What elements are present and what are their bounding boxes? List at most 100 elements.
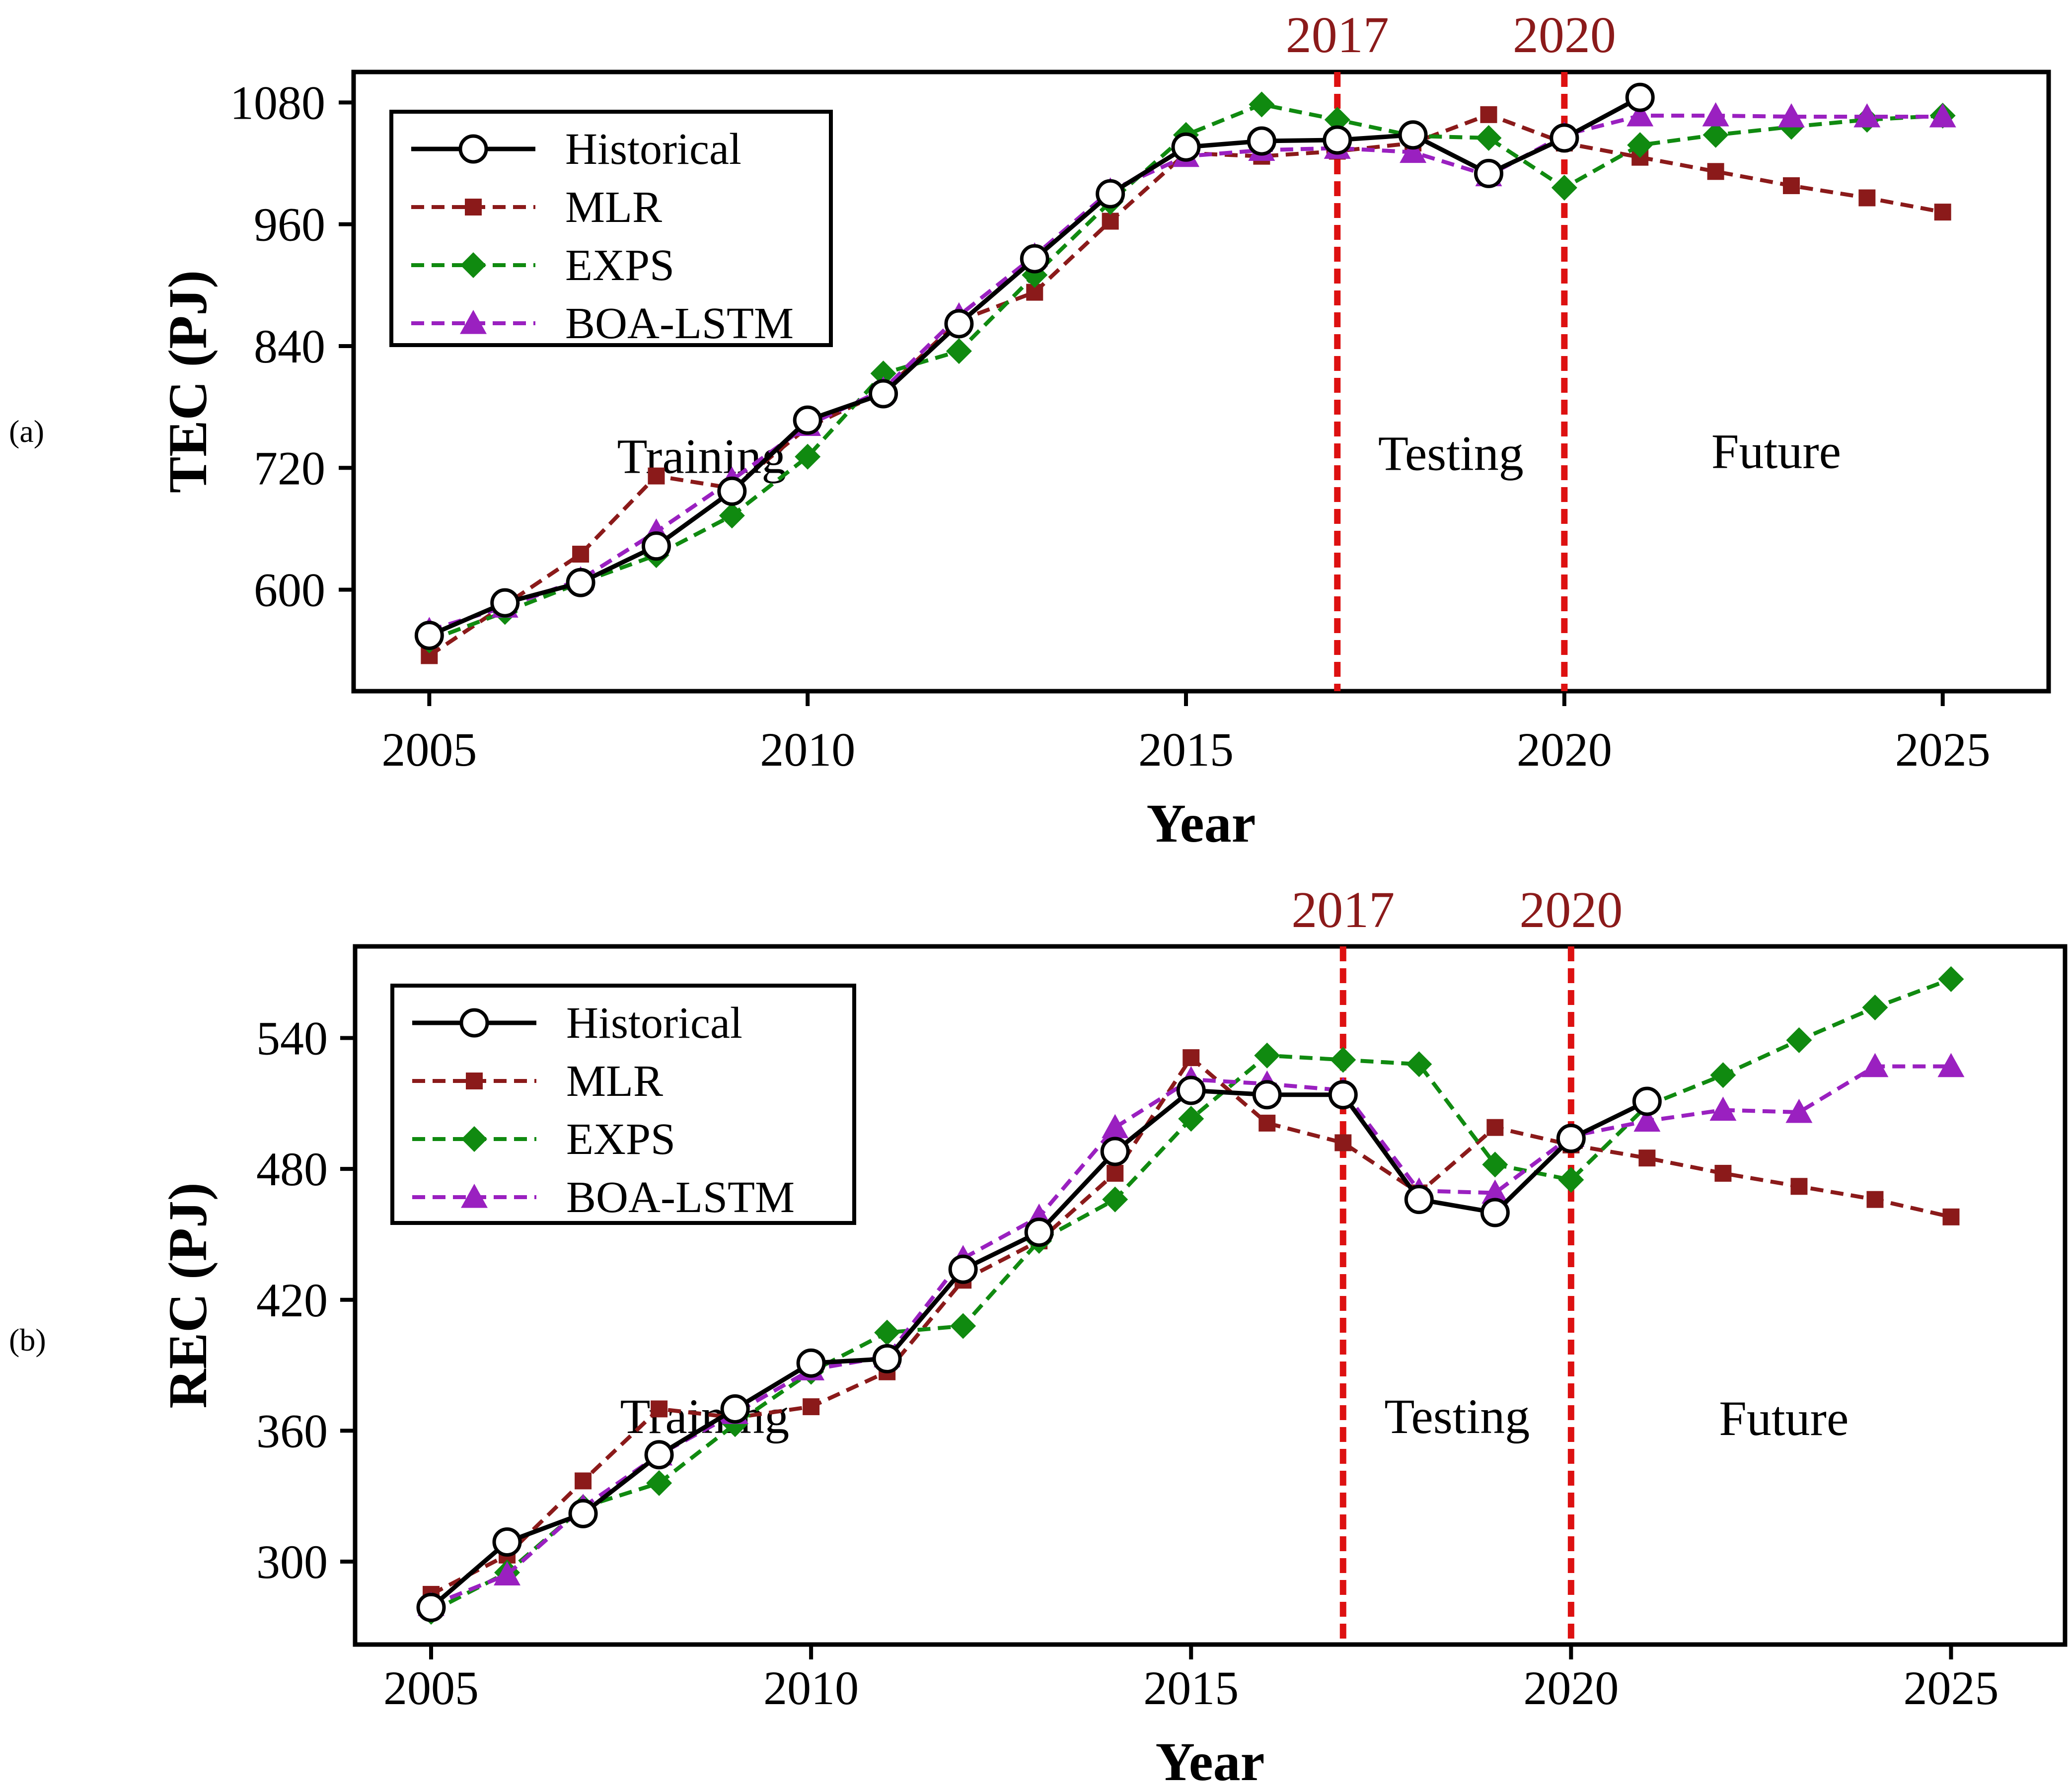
data-point [1710,1062,1736,1088]
data-point [1176,1075,1206,1105]
data-point [1929,103,1956,128]
data-point [1481,1179,1509,1204]
data-point [1258,1114,1276,1132]
data-point [1707,163,1724,180]
data-point [1328,1080,1358,1110]
x-tick-label: 2015 [1143,1661,1239,1715]
data-point [869,379,898,409]
data-point [1550,123,1579,153]
data-point [795,443,821,470]
series-historical [414,82,1655,650]
data-point [1858,189,1876,207]
data-point [1934,204,1951,221]
data-point [1252,1080,1282,1110]
data-point [646,1470,672,1496]
data-point [1398,120,1428,150]
data-point [1406,1051,1432,1077]
data-point [648,467,665,485]
data-point [492,1527,522,1557]
panel-label: (b) [9,1322,46,1358]
x-tick-label: 2005 [381,723,477,776]
data-point [1632,1086,1662,1116]
data-point [1702,122,1729,148]
x-axis-title: Year [1156,1731,1265,1792]
panel-a: 2005 2010 2015 2020 2025 600 720 840 960 1080 Year… [9,6,2051,854]
data-point [719,502,745,529]
data-point [946,338,972,364]
legend: Historical MLR EXPS BOA-LSTM [389,110,833,348]
data-point [872,1344,902,1373]
data-point [1107,1164,1124,1182]
data-point [1171,132,1201,162]
data-point [1330,1047,1356,1073]
data-point [416,1592,446,1622]
data-point [1323,125,1352,155]
legend-label: MLR [565,183,662,232]
data-point [1247,126,1276,156]
data-point [793,405,822,435]
data-point [1861,1053,1889,1077]
x-tick-label: 2010 [760,723,855,776]
data-point [1334,1134,1352,1151]
data-point [1474,158,1503,188]
data-point [1476,125,1502,151]
y-tick-label: 480 [256,1143,328,1196]
split-line-label: 2020 [1513,6,1616,64]
data-point [720,1394,750,1424]
x-tick-label: 2010 [763,1661,859,1715]
data-point [1625,82,1655,112]
region-label-future: Future [1719,1391,1848,1446]
y-tick-label: 420 [256,1274,328,1327]
data-point [1638,1149,1656,1167]
split-line-label: 2017 [1286,6,1389,64]
legend-label: MLR [566,1057,663,1106]
y-tick-label: 720 [254,441,325,495]
legend-marker [461,1126,487,1152]
x-tick-label: 2020 [1517,723,1612,776]
x-tick-label: 2015 [1138,723,1234,776]
region-label-training: Training [617,429,786,484]
data-point [1556,1124,1586,1153]
data-point [1853,103,1881,128]
legend-marker [458,134,488,164]
data-point [568,1499,598,1528]
data-point [874,1319,900,1346]
data-point [1702,102,1729,127]
data-point [1551,175,1577,201]
split-line-label: 2017 [1291,881,1395,938]
legend-marker [461,1184,488,1208]
data-point [494,1561,521,1585]
data-point [717,476,747,506]
region-label-testing: Testing [1378,426,1524,481]
y-axis-title: TEC (PJ) [157,270,218,493]
data-point [1102,213,1119,230]
legend-label: EXPS [565,241,674,290]
data-point [950,1313,976,1339]
legend: Historical MLR EXPS BOA-LSTM [390,984,856,1225]
x-tick-label: 2025 [1895,723,1991,776]
data-point [1709,1096,1737,1121]
y-tick-label: 600 [254,564,325,617]
data-point [870,360,896,387]
data-point [803,1398,820,1416]
data-point [651,1400,668,1418]
data-point [1254,1042,1280,1069]
data-point [1785,1098,1813,1123]
data-point [490,588,520,618]
legend-label: Historical [566,999,742,1048]
data-point [1942,1208,1960,1225]
data-point [1480,1198,1510,1227]
data-point [1020,244,1049,274]
y-tick-label: 540 [256,1012,328,1065]
region-label-testing: Testing [1384,1389,1530,1444]
legend-label: BOA-LSTM [565,299,794,348]
data-point [1100,1137,1130,1166]
data-point [1404,1185,1434,1215]
plot-frame [353,944,2068,1647]
data-point [1866,1191,1884,1208]
data-point [1862,995,1888,1021]
x-tick-label: 2005 [383,1661,479,1715]
data-point [1482,1151,1508,1178]
data-point [575,1472,592,1490]
